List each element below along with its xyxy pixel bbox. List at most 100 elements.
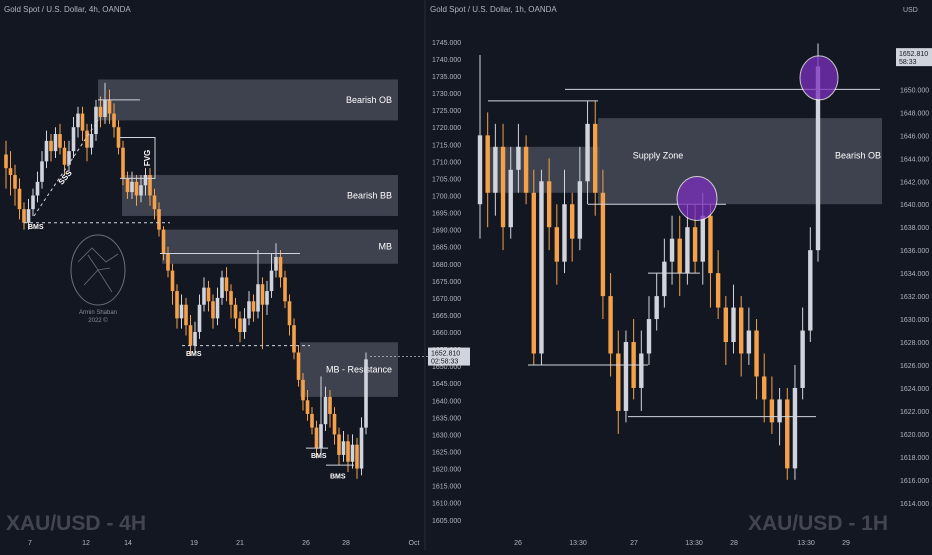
candle-4h-body[interactable] <box>274 256 278 271</box>
candle-4h-body[interactable] <box>224 277 229 292</box>
candle-4h-body[interactable] <box>251 301 256 312</box>
candle-4h-body[interactable] <box>269 270 274 292</box>
candle-4h-body[interactable] <box>341 441 346 455</box>
candle-1h-body[interactable] <box>539 181 544 354</box>
candle-4h-body[interactable] <box>22 209 26 223</box>
candle-4h-body[interactable] <box>260 284 265 305</box>
candle-1h-body[interactable] <box>623 342 629 411</box>
candle-4h-body[interactable] <box>206 287 211 302</box>
chart-4h-panel[interactable]: Gold Spot / U.S. Dollar, 4h, OANDA Bearis… <box>4 5 470 547</box>
candle-1h-body[interactable] <box>792 387 798 469</box>
candle-4h-body[interactable] <box>80 113 85 131</box>
candle-4h-body[interactable] <box>220 277 224 298</box>
candle-4h-body[interactable] <box>256 284 260 312</box>
candle-1h-body[interactable] <box>738 307 744 354</box>
candle-4h-body[interactable] <box>40 161 44 182</box>
candle-4h-body[interactable] <box>364 359 368 428</box>
candle-4h-body[interactable] <box>112 113 116 128</box>
candle-4h-body[interactable] <box>148 175 152 196</box>
candle-4h-body[interactable] <box>332 413 337 435</box>
candle-4h-body[interactable] <box>166 253 170 271</box>
candle-1h-body[interactable] <box>639 353 644 388</box>
candle-4h-body[interactable] <box>229 291 233 305</box>
candle-4h-body[interactable] <box>211 301 215 319</box>
candle-4h-body[interactable] <box>103 99 107 117</box>
candle-1h-body[interactable] <box>577 181 583 239</box>
candle-4h-body[interactable] <box>350 444 355 462</box>
candle-1h-body[interactable] <box>485 135 490 193</box>
candle-4h-body[interactable] <box>355 444 359 469</box>
candle-4h-body[interactable] <box>121 147 125 179</box>
candle-4h-body[interactable] <box>265 291 269 305</box>
candle-4h-body[interactable] <box>283 277 287 302</box>
candle-4h-body[interactable] <box>184 304 188 326</box>
candle-4h-body[interactable] <box>233 304 238 319</box>
zone-4h-1[interactable] <box>122 175 398 216</box>
candle-4h-body[interactable] <box>292 325 296 353</box>
candle-1h-body[interactable] <box>815 66 821 251</box>
candle-4h-body[interactable] <box>359 427 364 469</box>
candle-1h-body[interactable] <box>593 123 598 193</box>
candle-4h-body[interactable] <box>319 424 323 449</box>
candle-1h-body[interactable] <box>493 146 498 193</box>
candle-4h-body[interactable] <box>130 181 134 193</box>
candle-4h-body[interactable] <box>44 140 49 162</box>
candle-4h-body[interactable] <box>310 413 314 428</box>
candle-4h-body[interactable] <box>179 304 184 319</box>
candle-4h-body[interactable] <box>238 318 242 333</box>
candle-4h-body[interactable] <box>175 291 179 319</box>
candle-1h-body[interactable] <box>669 238 675 262</box>
candle-1h-body[interactable] <box>616 353 621 411</box>
candle-1h-body[interactable] <box>531 192 536 354</box>
candle-4h-body[interactable] <box>170 270 175 292</box>
candle-1h-body[interactable] <box>516 146 521 170</box>
bearish-ob-zone-1h[interactable] <box>598 118 882 205</box>
candle-1h-body[interactable] <box>700 215 705 262</box>
candle-4h-body[interactable] <box>85 130 89 148</box>
highlight-circle-1[interactable] <box>676 175 718 221</box>
candle-4h-body[interactable] <box>301 379 305 401</box>
candle-4h-body[interactable] <box>58 134 62 148</box>
candle-1h-body[interactable] <box>500 146 506 228</box>
candle-1h-body[interactable] <box>762 376 767 400</box>
candle-4h-body[interactable] <box>98 106 103 117</box>
candle-1h-body[interactable] <box>662 261 667 297</box>
candle-4h-body[interactable] <box>49 140 53 152</box>
candle-4h-body[interactable] <box>188 325 193 346</box>
candle-4h-body[interactable] <box>152 195 157 210</box>
chart-1h-panel[interactable]: Gold Spot / U.S. Dollar, 1h, OANDA USD Sup… <box>430 5 932 547</box>
zone-4h-0[interactable] <box>98 79 398 121</box>
candle-4h-body[interactable] <box>242 318 247 333</box>
candle-1h-body[interactable] <box>708 215 713 274</box>
candle-1h-body[interactable] <box>746 330 752 354</box>
candle-4h-body[interactable] <box>197 304 202 333</box>
candle-4h-body[interactable] <box>157 209 161 230</box>
candle-1h-body[interactable] <box>785 399 790 469</box>
candle-4h-body[interactable] <box>296 352 301 380</box>
candle-4h-body[interactable] <box>17 188 22 210</box>
candle-1h-body[interactable] <box>608 296 613 354</box>
candle-1h-body[interactable] <box>477 135 483 205</box>
candle-4h-body[interactable] <box>31 195 35 210</box>
candle-1h-body[interactable] <box>769 399 775 423</box>
candle-4h-body[interactable] <box>346 441 350 462</box>
candle-4h-body[interactable] <box>116 127 121 148</box>
candle-1h-body[interactable] <box>569 204 575 239</box>
candle-1h-body[interactable] <box>654 296 659 320</box>
candle-4h-body[interactable] <box>71 127 76 152</box>
candle-4h-body[interactable] <box>134 181 139 196</box>
candle-1h-body[interactable] <box>731 307 736 343</box>
candle-1h-body[interactable] <box>777 399 782 423</box>
candle-4h-body[interactable] <box>107 99 112 114</box>
candle-4h-body[interactable] <box>328 396 332 414</box>
candle-4h-body[interactable] <box>13 175 17 189</box>
candle-1h-body[interactable] <box>646 319 652 354</box>
candle-4h-body[interactable] <box>35 181 40 196</box>
candle-1h-body[interactable] <box>546 181 552 228</box>
candle-1h-body[interactable] <box>562 204 567 262</box>
candle-1h-body[interactable] <box>600 192 606 297</box>
candle-1h-body[interactable] <box>554 227 560 262</box>
candle-4h-body[interactable] <box>125 178 130 193</box>
candle-4h-body[interactable] <box>94 106 98 135</box>
candle-4h-body[interactable] <box>247 301 251 319</box>
